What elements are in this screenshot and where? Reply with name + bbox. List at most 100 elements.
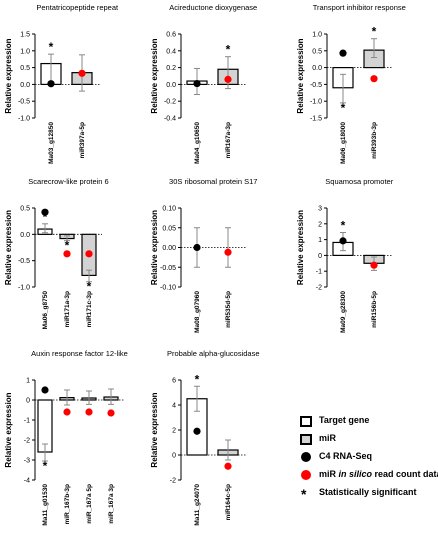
y-tick-label: 2 <box>318 221 322 228</box>
y-tick-label: 0.0 <box>20 82 30 89</box>
c4-rnaseq-point <box>193 79 201 88</box>
y-tick-label: -1 <box>316 269 322 276</box>
y-tick-label: 0 <box>26 398 30 405</box>
y-tick-label: 6 <box>172 378 176 385</box>
significance-star: * <box>341 218 346 232</box>
chart-title: Scarecrow-like protein 6 <box>28 177 108 186</box>
chart-panel-4: Scarecrow-like protein 6 Relative express… <box>4 177 109 329</box>
chart-title: 30S ribosomal protein S17 <box>169 177 257 186</box>
chart-title: Pentatricopeptide repeat <box>36 3 119 12</box>
insilico-point <box>224 248 232 256</box>
y-tick-label: 1.0 <box>312 32 322 39</box>
y-tick-label: -1 <box>24 418 30 425</box>
x-tick-label: Ma09_g28300 <box>340 291 347 333</box>
y-tick-label: -1.0 <box>310 99 322 106</box>
y-tick-label: 0.5 <box>312 48 322 55</box>
x-tick-label: Ma03_g12850 <box>48 122 55 164</box>
significance-star: * <box>65 239 70 253</box>
insilico-point <box>85 250 93 258</box>
legend-item-significant: * Statistically significant <box>296 486 436 504</box>
chart-panel-1: Pentatricopeptide repeat Relative express… <box>4 3 119 164</box>
x-tick-label: miR535d-5p <box>225 291 232 328</box>
chart-title: Probable alpha-glucosidase <box>167 349 260 358</box>
y-tick-label: 4 <box>172 403 176 410</box>
x-tick-label: Ma08_g07960 <box>194 291 201 333</box>
x-tick-label: miR171c-3p <box>86 291 93 328</box>
target-gene-swatch <box>300 416 312 427</box>
significance-star: * <box>372 25 377 39</box>
c4-rnaseq-point <box>193 427 201 435</box>
legend-label-c4: C4 RNA-Seq <box>319 451 373 461</box>
chart-panel-3: Transport inhibitor response Relative exp… <box>296 3 406 164</box>
significance-star: * <box>341 101 346 115</box>
significance-star: * <box>87 280 92 294</box>
insilico-point <box>63 408 71 416</box>
legend-label-insilico: miR in silico read count data <box>319 469 438 479</box>
significance-star: * <box>195 372 200 386</box>
x-tick-label: miR167a-3p <box>225 122 232 159</box>
c4-rnaseq-point <box>47 80 55 88</box>
x-tick-label: Ma04_g10650 <box>194 122 201 164</box>
y-tick-label: -1.0 <box>18 285 30 292</box>
x-tick-label: Ma11_g01530 <box>42 484 49 526</box>
c4-rnaseq-point <box>41 386 49 394</box>
y-tick-label: 0.00 <box>162 245 176 252</box>
y-tick-label: -0.4 <box>164 116 176 123</box>
x-tick-label: miR393b-3p <box>371 122 378 159</box>
y-tick-label: -0.5 <box>18 258 30 265</box>
y-tick-label: 1 <box>26 378 30 385</box>
y-tick-label: 1.0 <box>20 48 30 55</box>
legend-label-mir: miR <box>319 433 337 443</box>
y-axis-label: Relative expression <box>150 210 159 285</box>
c4-dot-icon <box>301 452 311 462</box>
chart-panel-6: Squamosa promoter Relative expression -2 -1… <box>296 177 394 333</box>
significance-star: * <box>43 459 48 473</box>
y-tick-label: -2 <box>24 438 30 445</box>
insilico-point <box>370 75 378 83</box>
y-tick-label: -0.5 <box>18 99 30 106</box>
y-axis-label: Relative expression <box>4 38 13 113</box>
y-tick-label: 0 <box>318 253 322 260</box>
y-tick-label: 0.2 <box>166 65 176 72</box>
y-tick-label: -0.10 <box>160 285 176 292</box>
c4-rnaseq-point <box>339 237 347 245</box>
y-axis-label: Relative expression <box>296 38 305 113</box>
y-tick-label: -0.5 <box>310 82 322 89</box>
chart-title: Transport inhibitor response <box>313 3 406 12</box>
y-tick-label: -0.05 <box>160 265 176 272</box>
y-tick-label: -1.0 <box>18 116 30 123</box>
x-tick-label: Ma06_g8750 <box>42 291 49 330</box>
significance-star: * <box>43 210 48 224</box>
insilico-prefix: miR <box>319 469 339 479</box>
y-axis-label: Relative expression <box>296 210 305 285</box>
y-tick-label: 3 <box>318 206 322 213</box>
y-tick-label: 0.4 <box>166 48 176 55</box>
x-tick-label: miR156b-5p <box>371 291 378 328</box>
y-axis-label: Relative expression <box>4 392 13 467</box>
legend: Target gene miR C4 RNA-Seq miR in silico… <box>296 414 438 504</box>
chart-panel-7: Auxin response factor 12-like Relative ex… <box>4 349 128 526</box>
insilico-dot-icon <box>301 470 311 480</box>
x-tick-label: Ma11_g24070 <box>194 484 201 526</box>
chart-panel-2: Acireductone dioxygenase Relative express… <box>150 3 257 164</box>
y-tick-label: 1.5 <box>20 32 30 39</box>
legend-item-c4: C4 RNA-Seq <box>296 450 436 468</box>
chart-panel-5: 30S ribosomal protein S17 Relative expres… <box>150 177 257 333</box>
legend-label-significant: Statistically significant <box>319 487 417 497</box>
insilico-point <box>85 408 93 416</box>
legend-label-target-gene: Target gene <box>319 415 370 425</box>
y-tick-label: 0.0 <box>312 65 322 72</box>
x-tick-label: miR_167a 3p <box>108 484 115 524</box>
y-tick-label: -4 <box>24 478 30 485</box>
x-tick-label: miR_167a 5p <box>86 484 93 524</box>
c4-rnaseq-point <box>41 208 49 216</box>
c4-rnaseq-point <box>339 49 347 57</box>
x-tick-label: Ma06_g18000 <box>340 122 347 164</box>
c4-rnaseq-point <box>193 243 201 252</box>
y-tick-label: -3 <box>24 458 30 465</box>
chart-title: Auxin response factor 12-like <box>31 349 128 358</box>
y-tick-label: 2 <box>172 428 176 435</box>
x-tick-label: miR171a-3p <box>64 291 71 328</box>
y-tick-label: -0.2 <box>164 99 176 106</box>
